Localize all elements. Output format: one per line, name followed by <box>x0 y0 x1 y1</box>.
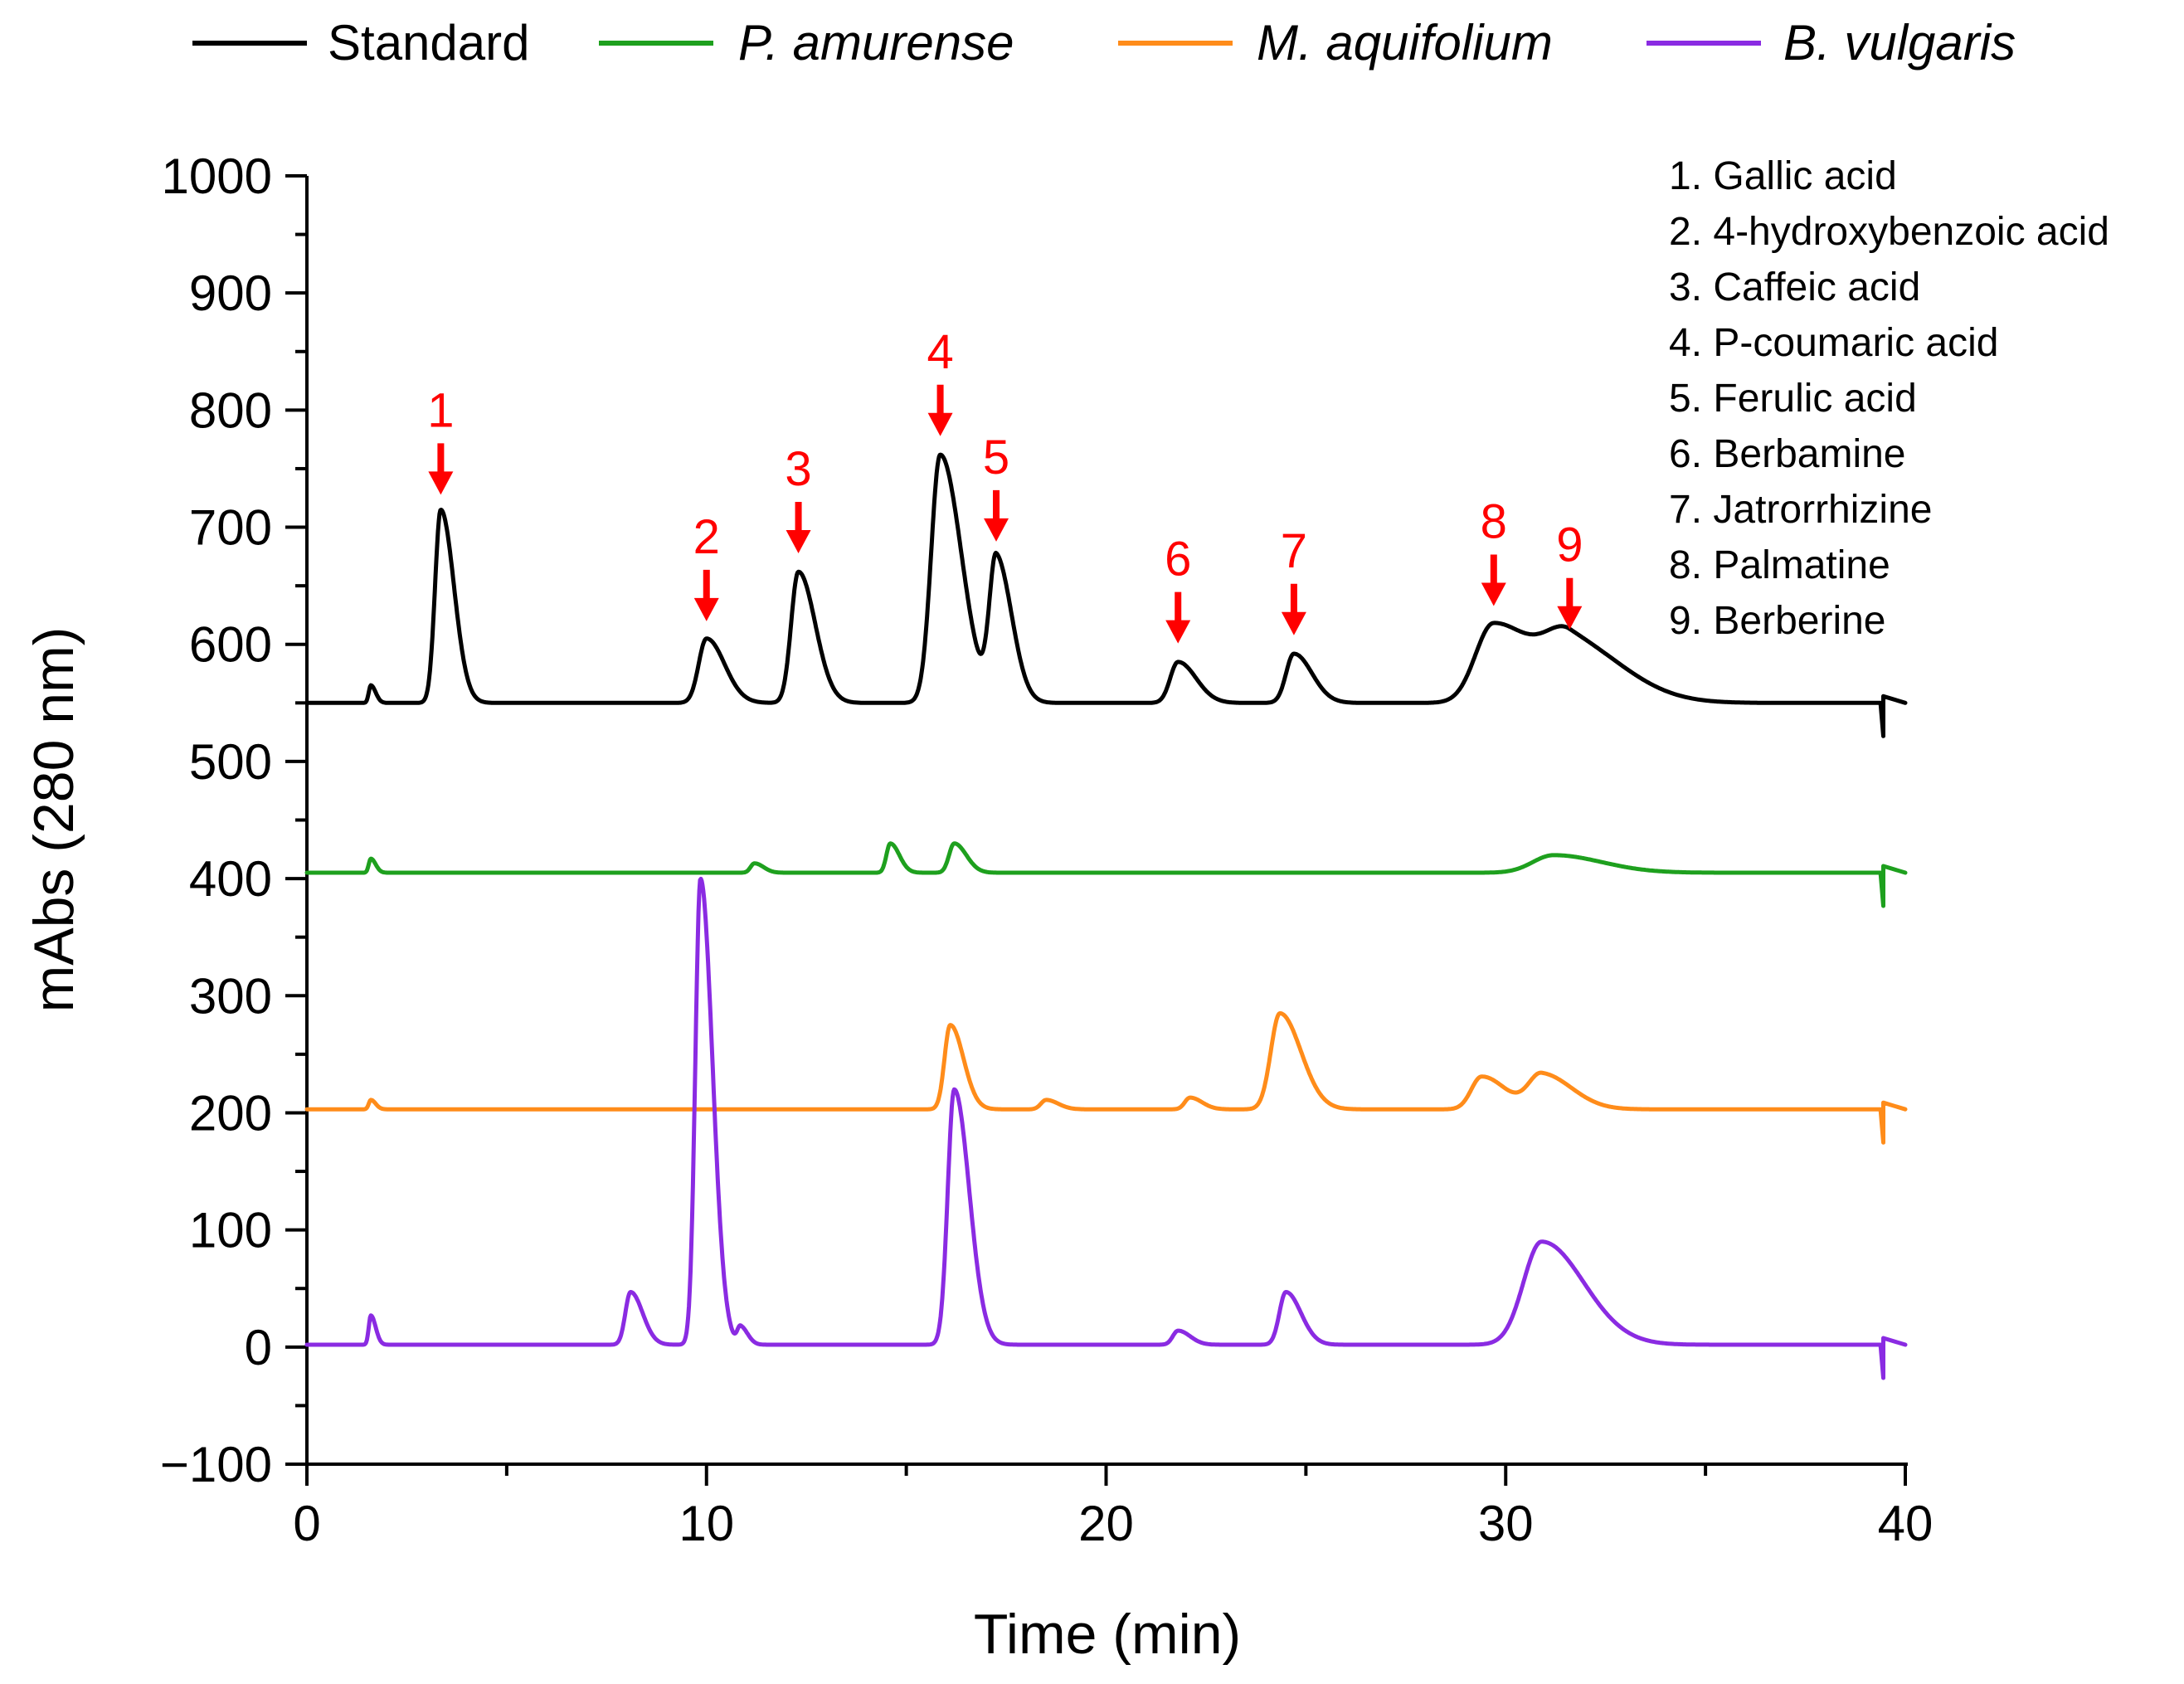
peak-marker: 1 <box>427 383 455 495</box>
legend-label-standard: Standard <box>328 15 530 71</box>
y-tick-label: 900 <box>189 265 272 321</box>
peak-marker: 9 <box>1556 518 1583 630</box>
legend-label-m-aquifolium: M. aquifolium <box>1257 15 1553 71</box>
compound-item: 5. Ferulic acid <box>1669 377 1917 421</box>
peak-arrow-head <box>693 597 719 621</box>
y-tick-label: 600 <box>189 617 272 673</box>
legend-label-b-vulgaris: B. vulgaris <box>1783 15 2016 71</box>
peak-marker: 3 <box>785 442 812 553</box>
compound-item: 8. Palmatine <box>1669 543 1890 587</box>
x-tick-label: 30 <box>1478 1496 1534 1551</box>
peak-arrow-head <box>1165 620 1191 644</box>
x-axis-ticks: 0 10 20 30 40 <box>293 1464 1933 1551</box>
x-tick-label: 10 <box>679 1496 734 1551</box>
y-tick-label: 100 <box>189 1203 272 1258</box>
x-tick-label: 40 <box>1878 1496 1933 1551</box>
peak-number: 3 <box>785 442 811 496</box>
peak-marker: 6 <box>1165 533 1191 644</box>
peak-arrow-head <box>1481 582 1506 606</box>
peak-arrow-head <box>428 471 454 495</box>
compound-item: 6. Berbamine <box>1669 432 1906 476</box>
y-axis-title: mAbs (280 nm) <box>22 627 85 1013</box>
peak-marker: 8 <box>1481 494 1507 606</box>
y-tick-label: 700 <box>189 500 272 556</box>
compound-item: 4. P-coumaric acid <box>1669 321 1998 365</box>
x-tick-label: 20 <box>1078 1496 1134 1551</box>
compound-item: 9. Berberine <box>1669 599 1886 643</box>
peak-arrow-head <box>1281 611 1306 635</box>
x-axis-title: Time (min) <box>974 1603 1241 1666</box>
y-tick-label: 0 <box>245 1320 272 1375</box>
compound-item: 1. Gallic acid <box>1669 154 1897 198</box>
trace-m-aquifolium <box>304 1011 1908 1145</box>
peak-number: 6 <box>1165 533 1191 586</box>
peak-arrow-head <box>927 412 953 436</box>
peak-number: 5 <box>983 431 1009 484</box>
trace-p-amurense <box>304 841 1908 908</box>
legend: Standard P. amurense M. aquifolium B. vu… <box>192 15 2016 71</box>
traces <box>304 452 1908 1380</box>
peak-marker: 5 <box>983 431 1009 542</box>
peak-marker: 7 <box>1281 524 1307 635</box>
y-tick-label: 1000 <box>162 148 272 204</box>
y-axis-ticks: −100 0 100 200 300 400 500 600 700 800 900 1000 <box>160 148 307 1492</box>
peak-number: 8 <box>1481 494 1507 548</box>
compound-item: 7. Jatrorrhizine <box>1669 488 1932 532</box>
x-tick-label: 0 <box>293 1496 320 1551</box>
y-tick-label: 800 <box>189 382 272 438</box>
peak-marker: 2 <box>693 510 720 621</box>
peak-arrow-head <box>1557 606 1583 630</box>
compound-list: 1. Gallic acid 2. 4-hydroxybenzoic acid … <box>1669 154 2109 643</box>
peak-number: 9 <box>1556 518 1583 572</box>
peak-number: 1 <box>427 383 454 437</box>
trace-standard <box>304 452 1908 738</box>
y-tick-label: −100 <box>160 1437 272 1492</box>
y-tick-label: 200 <box>189 1085 272 1141</box>
compound-item: 3. Caffeic acid <box>1669 265 1920 309</box>
y-tick-label: 500 <box>189 734 272 790</box>
peak-arrow-head <box>984 518 1009 542</box>
y-tick-label: 400 <box>189 851 272 907</box>
legend-label-p-amurense: P. amurense <box>738 15 1014 71</box>
peak-arrow-head <box>786 529 811 553</box>
peak-marker: 4 <box>927 325 954 436</box>
trace-b-vulgaris <box>304 876 1908 1380</box>
peak-number: 4 <box>927 325 953 379</box>
y-tick-label: 300 <box>189 968 272 1024</box>
compound-item: 2. 4-hydroxybenzoic acid <box>1669 210 2109 254</box>
peak-number: 2 <box>693 510 720 564</box>
peak-number: 7 <box>1281 524 1307 578</box>
